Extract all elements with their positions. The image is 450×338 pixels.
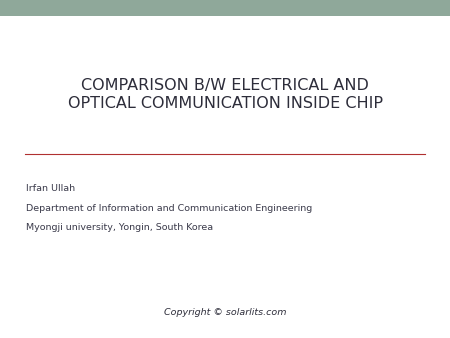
- Text: Irfan Ullah: Irfan Ullah: [26, 184, 75, 193]
- Bar: [0, 0, 450, 16]
- Text: COMPARISON B/W ELECTRICAL AND
OPTICAL COMMUNICATION INSIDE CHIP: COMPARISON B/W ELECTRICAL AND OPTICAL CO…: [68, 78, 382, 112]
- Text: Department of Information and Communication Engineering: Department of Information and Communicat…: [26, 204, 312, 213]
- Text: Myongji university, Yongin, South Korea: Myongji university, Yongin, South Korea: [26, 223, 213, 233]
- Text: Copyright © solarlits.com: Copyright © solarlits.com: [164, 308, 286, 317]
